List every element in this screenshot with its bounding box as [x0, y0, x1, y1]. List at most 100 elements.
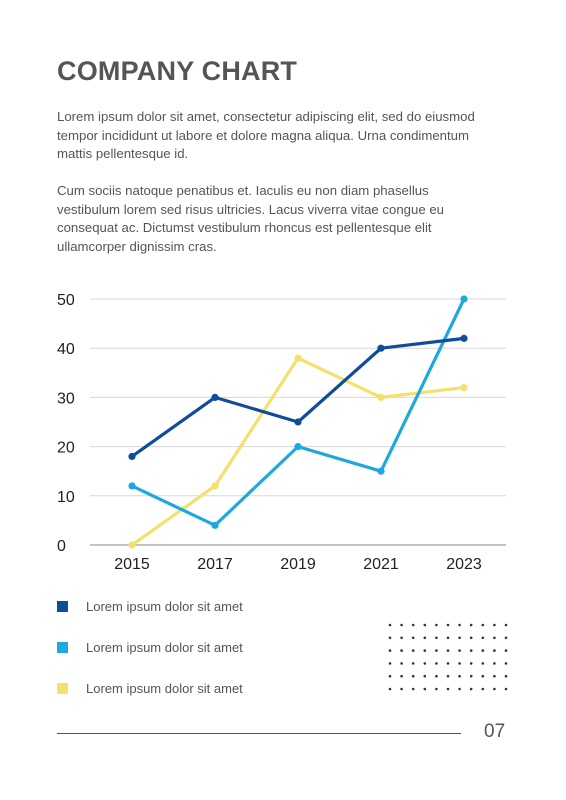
decorative-dot: [481, 662, 485, 665]
decorative-dot: [423, 623, 427, 627]
data-point: [377, 467, 385, 475]
decorative-dot: [481, 674, 485, 678]
body-paragraph: Cum sociis natoque penatibus et. Iaculis…: [57, 183, 445, 254]
legend-label: Lorem ipsum dolor sit amet: [86, 640, 243, 655]
decorative-dot: [435, 636, 438, 640]
decorative-dot: [400, 687, 403, 691]
decorative-dot: [504, 636, 508, 640]
decorative-dot: [446, 623, 450, 627]
decorative-dot: [469, 636, 473, 640]
decorative-dot: [481, 636, 485, 640]
x-tick-label: 2017: [197, 556, 233, 573]
legend-swatch: [57, 642, 68, 653]
decorative-dot: [458, 636, 461, 640]
decorative-dot: [504, 687, 508, 691]
decorative-dot: [493, 623, 496, 627]
data-point: [128, 452, 136, 461]
decorative-dot: [458, 623, 461, 627]
decorative-dot: [458, 687, 461, 691]
y-tick-label: 0: [57, 538, 66, 555]
x-tick-label: 2021: [363, 556, 399, 573]
x-tick-label: 2015: [114, 556, 150, 573]
decorative-dot: [458, 649, 461, 652]
decorative-dot: [435, 687, 438, 691]
decorative-dot: [504, 649, 508, 652]
intro-paragraph: Lorem ipsum dolor sit amet, consectetur …: [57, 109, 475, 161]
decorative-dot: [411, 623, 415, 627]
legend-swatch: [57, 601, 68, 612]
decorative-dot: [493, 674, 496, 678]
decorative-dot: [400, 636, 403, 640]
decorative-dot: [469, 674, 473, 678]
data-point: [460, 383, 468, 392]
decorative-dot: [388, 674, 392, 678]
y-tick-label: 40: [57, 341, 75, 358]
decorative-dot: [423, 674, 427, 678]
legend-swatch: [57, 683, 68, 694]
data-point: [128, 482, 136, 490]
decorative-dot: [504, 662, 508, 665]
decorative-dot: [469, 662, 473, 665]
decorative-dot: [388, 649, 392, 652]
legend-item: Lorem ipsum dolor sit amet: [57, 680, 317, 698]
y-tick-label: 10: [57, 489, 75, 506]
decorative-dot: [446, 674, 450, 678]
data-point: [460, 334, 468, 342]
decorative-dot: [423, 649, 427, 652]
y-tick-label: 50: [57, 292, 75, 309]
data-point: [294, 443, 302, 451]
decorative-dot: [446, 662, 450, 665]
legend-item: Lorem ipsum dolor sit amet: [57, 639, 317, 657]
decorative-dot: [504, 623, 508, 627]
decorative-dot: [493, 662, 496, 665]
dot-grid-decoration: [388, 623, 508, 691]
data-point: [460, 295, 468, 303]
decorative-dot: [446, 649, 450, 652]
data-point: [128, 541, 136, 549]
decorative-dot: [469, 687, 473, 691]
decorative-dot: [423, 636, 427, 640]
decorative-dot: [423, 662, 427, 665]
x-tick-label: 2019: [280, 556, 316, 573]
decorative-dot: [435, 674, 438, 678]
decorative-dot: [435, 623, 438, 627]
decorative-dot: [400, 662, 403, 665]
decorative-dot: [388, 636, 392, 640]
data-point: [294, 418, 302, 426]
decorative-dot: [469, 649, 473, 652]
decorative-dot: [388, 662, 392, 665]
data-point: [211, 482, 219, 490]
decorative-dot: [493, 687, 496, 691]
decorative-dot: [458, 674, 461, 678]
legend-label: Lorem ipsum dolor sit amet: [86, 599, 243, 614]
decorative-dot: [411, 687, 415, 691]
legend-label: Lorem ipsum dolor sit amet: [86, 681, 243, 696]
decorative-dot: [400, 623, 403, 627]
legend-item: Lorem ipsum dolor sit amet: [57, 598, 317, 616]
decorative-dot: [493, 649, 496, 652]
data-point: [294, 354, 302, 362]
data-point: [211, 521, 219, 529]
decorative-dot: [481, 687, 485, 691]
line-chart: 0 10 20 30 40 50 2015 2017 2019 2021 2023: [57, 292, 506, 573]
decorative-dot: [400, 649, 403, 652]
decorative-dot: [458, 662, 461, 665]
decorative-dot: [435, 649, 438, 652]
series-line: [130, 297, 466, 527]
x-tick-label: 2023: [446, 556, 482, 573]
decorative-dot: [388, 687, 392, 691]
page-number: 07: [484, 721, 506, 742]
decorative-dot: [446, 687, 450, 691]
decorative-dot: [400, 674, 403, 678]
y-tick-label: 30: [57, 390, 75, 407]
y-tick-label: 20: [57, 440, 75, 457]
decorative-dot: [469, 623, 473, 627]
decorative-dot: [411, 674, 415, 678]
decorative-dot: [504, 674, 508, 678]
data-point: [211, 393, 219, 401]
decorative-dot: [411, 636, 415, 640]
footer-divider: [57, 733, 461, 734]
decorative-dot: [411, 649, 415, 652]
decorative-dot: [423, 687, 427, 691]
